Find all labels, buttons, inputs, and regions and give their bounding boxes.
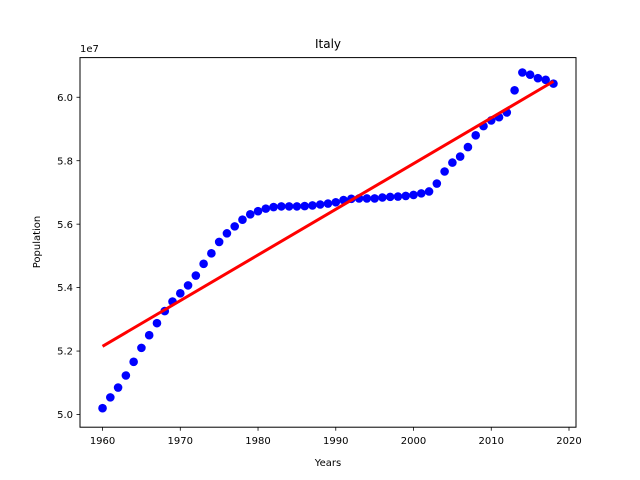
data-point — [175, 289, 185, 298]
data-point — [370, 194, 379, 203]
data-point — [518, 68, 527, 77]
y-tick-label: 5.8 — [57, 156, 73, 167]
x-tick-label: 1980 — [245, 436, 270, 447]
data-point — [385, 192, 395, 202]
data-point — [269, 202, 278, 212]
plot-area-frame — [79, 57, 577, 428]
trend-line — [101, 80, 555, 348]
data-point — [424, 187, 434, 196]
x-tick-label: 1990 — [323, 436, 348, 447]
x-tick-label: 1970 — [168, 436, 193, 447]
x-tick-label: 2000 — [401, 436, 426, 447]
data-point — [463, 142, 473, 152]
y-tick-label: 5.0 — [57, 410, 73, 421]
data-point — [284, 202, 294, 211]
data-point — [207, 249, 216, 258]
data-point — [323, 199, 333, 208]
data-point — [393, 192, 403, 201]
data-point — [245, 210, 255, 219]
data-point — [300, 201, 309, 211]
data-point — [222, 229, 232, 238]
data-point — [277, 202, 286, 211]
chart-title: Italy — [315, 37, 341, 51]
data-point — [533, 73, 543, 83]
data-point — [137, 343, 146, 353]
data-point — [214, 237, 224, 247]
data-point — [106, 393, 115, 402]
data-point — [199, 259, 208, 269]
data-point — [308, 201, 317, 210]
data-point — [144, 330, 154, 340]
data-point — [238, 215, 247, 225]
x-tick-label: 2010 — [479, 436, 504, 447]
data-point — [183, 281, 193, 290]
y-tick-label: 5.6 — [57, 220, 73, 231]
data-point — [331, 197, 341, 207]
data-point — [315, 200, 325, 209]
y-axis-title: Population — [32, 216, 43, 269]
data-point — [261, 204, 271, 213]
data-point — [113, 383, 123, 392]
y-tick-label: 5.2 — [57, 347, 73, 358]
data-point — [541, 75, 550, 85]
x-tick-label: 1960 — [90, 436, 115, 447]
data-point — [292, 202, 302, 211]
data-point — [525, 70, 535, 80]
data-point — [510, 85, 519, 95]
data-point — [455, 152, 465, 161]
y-tick-label: 5.4 — [57, 283, 73, 294]
data-point — [378, 193, 387, 202]
data-point — [448, 158, 457, 167]
data-point — [416, 189, 426, 198]
x-axis: 1960 1970 1980 1990 2000 2010 2020 — [90, 427, 582, 447]
data-point — [152, 318, 162, 328]
x-axis-title: Years — [314, 458, 341, 469]
y-axis-multiplier-label: 1e7 — [80, 44, 99, 55]
data-point — [253, 206, 263, 216]
data-point — [230, 222, 240, 231]
data-point — [401, 191, 411, 201]
series-layer — [98, 68, 558, 413]
y-tick-label: 6.0 — [57, 93, 73, 104]
data-point — [440, 167, 449, 176]
data-point — [409, 190, 418, 200]
y-axis: 5.0 5.2 5.4 5.6 5.8 6.0 — [57, 93, 80, 421]
data-point — [362, 194, 372, 203]
data-point — [121, 371, 131, 380]
data-point — [471, 131, 481, 140]
data-point — [191, 271, 201, 280]
data-point — [98, 403, 107, 413]
x-tick-label: 2020 — [556, 436, 581, 447]
data-point — [129, 357, 138, 367]
data-point — [432, 179, 442, 188]
